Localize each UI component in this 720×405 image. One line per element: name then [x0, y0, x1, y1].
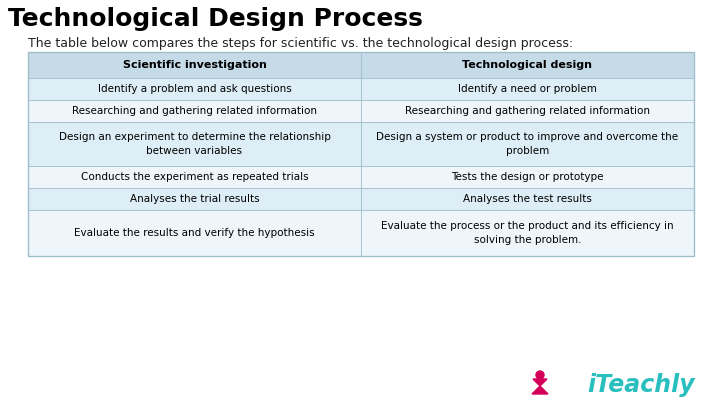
Text: The table below compares the steps for scientific vs. the technological design p: The table below compares the steps for s… [28, 37, 573, 50]
Bar [361, 78, 694, 100]
Circle shape [536, 371, 544, 379]
Bar [28, 78, 361, 100]
Bar [361, 210, 694, 256]
Polygon shape [532, 386, 548, 394]
Text: Identify a need or problem: Identify a need or problem [458, 84, 597, 94]
Text: Design a system or product to improve and overcome the
problem: Design a system or product to improve an… [377, 132, 678, 156]
Text: Technological design: Technological design [462, 60, 593, 70]
Text: Identify a problem and ask questions: Identify a problem and ask questions [98, 84, 292, 94]
Bar [28, 188, 361, 210]
Bar [28, 100, 361, 122]
Bar [361, 100, 694, 122]
Text: Analyses the test results: Analyses the test results [463, 194, 592, 204]
Bar [361, 122, 694, 166]
Bar [28, 122, 361, 166]
Bar [361, 166, 694, 188]
Bar [361, 188, 694, 210]
Bar [28, 166, 361, 188]
Text: Tests the design or prototype: Tests the design or prototype [451, 172, 604, 182]
Text: Researching and gathering related information: Researching and gathering related inform… [405, 106, 650, 116]
Text: Evaluate the results and verify the hypothesis: Evaluate the results and verify the hypo… [74, 228, 315, 238]
Text: Conducts the experiment as repeated trials: Conducts the experiment as repeated tria… [81, 172, 308, 182]
Text: Evaluate the process or the product and its efficiency in
solving the problem.: Evaluate the process or the product and … [381, 222, 674, 245]
Text: Analyses the trial results: Analyses the trial results [130, 194, 259, 204]
Bar [28, 52, 361, 78]
Text: Researching and gathering related information: Researching and gathering related inform… [72, 106, 317, 116]
Text: Design an experiment to determine the relationship
between variables: Design an experiment to determine the re… [58, 132, 330, 156]
Bar [28, 52, 694, 256]
Text: iTeachly: iTeachly [588, 373, 695, 397]
Bar [28, 210, 361, 256]
Polygon shape [533, 379, 547, 386]
Text: Scientific investigation: Scientific investigation [122, 60, 266, 70]
Bar [361, 52, 694, 78]
Text: Technological Design Process: Technological Design Process [8, 7, 423, 31]
